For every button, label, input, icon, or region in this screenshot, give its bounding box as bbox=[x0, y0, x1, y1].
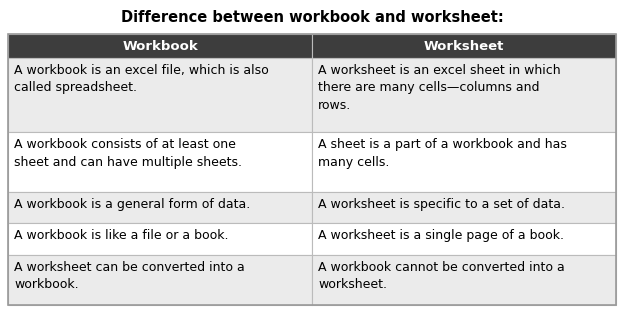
Text: A workbook consists of at least one
sheet and can have multiple sheets.: A workbook consists of at least one shee… bbox=[14, 138, 242, 169]
Bar bbox=[312, 132, 616, 192]
Bar bbox=[312, 192, 616, 223]
Bar bbox=[8, 132, 312, 192]
Bar bbox=[8, 34, 312, 58]
Bar bbox=[8, 255, 312, 305]
Text: A sheet is a part of a workbook and has
many cells.: A sheet is a part of a workbook and has … bbox=[318, 138, 567, 169]
Bar bbox=[312, 255, 616, 305]
Text: A worksheet is specific to a set of data.: A worksheet is specific to a set of data… bbox=[318, 198, 565, 211]
Text: A workbook is like a file or a book.: A workbook is like a file or a book. bbox=[14, 230, 228, 243]
Bar bbox=[8, 223, 312, 255]
Bar bbox=[312, 34, 616, 58]
Text: Worksheet: Worksheet bbox=[424, 40, 504, 53]
Text: A worksheet is an excel sheet in which
there are many cells—columns and
rows.: A worksheet is an excel sheet in which t… bbox=[318, 64, 560, 112]
Text: Difference between workbook and worksheet:: Difference between workbook and workshee… bbox=[120, 10, 504, 25]
Text: Workbook: Workbook bbox=[122, 40, 198, 53]
Bar bbox=[312, 58, 616, 132]
Bar bbox=[8, 58, 312, 132]
Bar bbox=[312, 223, 616, 255]
Text: A workbook cannot be converted into a
worksheet.: A workbook cannot be converted into a wo… bbox=[318, 260, 565, 291]
Text: A worksheet is a single page of a book.: A worksheet is a single page of a book. bbox=[318, 230, 564, 243]
Text: A workbook is a general form of data.: A workbook is a general form of data. bbox=[14, 198, 250, 211]
Text: A workbook is an excel file, which is also
called spreadsheet.: A workbook is an excel file, which is al… bbox=[14, 64, 269, 95]
Bar bbox=[8, 192, 312, 223]
Text: A worksheet can be converted into a
workbook.: A worksheet can be converted into a work… bbox=[14, 260, 245, 291]
Bar bbox=[8, 34, 616, 305]
